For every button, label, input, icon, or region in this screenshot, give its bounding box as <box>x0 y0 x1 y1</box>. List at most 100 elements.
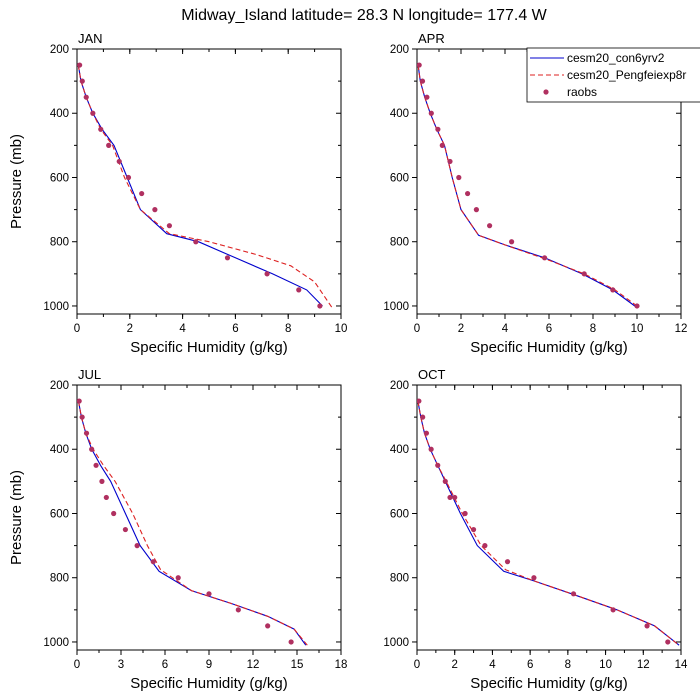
raobs-point <box>482 543 488 549</box>
y-tick-label: 400 <box>390 108 409 120</box>
panel-label: APR <box>418 31 445 46</box>
x-tick-label: 6 <box>232 323 238 335</box>
raobs-point <box>106 142 112 148</box>
y-tick-label: 1000 <box>43 637 69 649</box>
y-tick-label: 200 <box>390 44 409 56</box>
x-tick-label: 8 <box>285 323 291 335</box>
raobs-point <box>152 207 158 213</box>
raobs-point <box>296 287 302 293</box>
x-tick-label: 0 <box>74 323 80 335</box>
x-tick-label: 6 <box>162 659 168 671</box>
raobs-point <box>428 110 434 116</box>
y-tick-label: 400 <box>50 108 69 120</box>
raobs-point <box>265 623 271 629</box>
x-tick-label: 0 <box>414 659 420 671</box>
y-tick-label: 1000 <box>383 637 409 649</box>
y-tick-label: 800 <box>390 573 409 585</box>
plot-area <box>417 398 680 646</box>
raobs-point <box>509 239 515 245</box>
raobs-point <box>235 607 241 613</box>
y-tick-label: 600 <box>390 172 409 184</box>
raobs-point <box>424 94 430 100</box>
raobs-point <box>570 591 577 597</box>
series-line-cesm20-pengfeiexp8r <box>417 401 680 646</box>
plot-area <box>77 398 308 646</box>
raobs-point <box>288 639 294 645</box>
x-tick-label: 9 <box>206 659 212 671</box>
legend-label: cesm20_Pengfeiexp8r <box>567 68 686 82</box>
x-tick-label: 18 <box>335 659 348 671</box>
raobs-point <box>504 559 511 565</box>
chart-title: Midway_Island latitude= 28.3 N longitude… <box>181 7 547 24</box>
plot-frame <box>76 384 342 651</box>
x-tick-label: 12 <box>247 659 260 671</box>
raobs-point <box>224 255 231 261</box>
raobs-point <box>99 478 105 484</box>
series-line-cesm20-pengfeiexp8r <box>77 65 334 310</box>
x-tick-label: 10 <box>335 323 348 335</box>
raobs-point <box>417 398 422 404</box>
raobs-point <box>428 446 434 452</box>
raobs-point <box>134 543 140 549</box>
y-tick-label: 1000 <box>43 301 69 313</box>
raobs-point <box>264 271 270 277</box>
raobs-point <box>634 303 640 309</box>
raobs-point <box>610 607 616 613</box>
y-tick-label: 200 <box>390 380 409 392</box>
x-tick-label: 3 <box>118 659 124 671</box>
raobs-point <box>79 78 85 84</box>
raobs-point <box>125 174 132 181</box>
raobs-point <box>665 639 671 645</box>
y-tick-label: 600 <box>390 508 409 520</box>
y-tick-label: 200 <box>50 44 69 56</box>
raobs-point <box>462 510 468 517</box>
raobs-point <box>166 223 172 229</box>
panel-label: OCT <box>418 367 446 382</box>
x-axis-label: Specific Humidity (g/kg) <box>130 675 288 692</box>
raobs-point <box>116 158 122 165</box>
raobs-point <box>420 414 426 420</box>
x-tick-label: 8 <box>590 323 596 335</box>
raobs-point <box>206 591 212 597</box>
raobs-point <box>452 494 458 501</box>
y-axis-label: Pressure (mb) <box>8 134 25 229</box>
legend-marker <box>543 89 549 95</box>
x-tick-label: 6 <box>546 323 552 335</box>
x-tick-label: 4 <box>179 323 186 335</box>
panel-label: JAN <box>78 31 103 46</box>
raobs-point <box>542 255 548 261</box>
raobs-point <box>83 430 90 436</box>
raobs-point <box>531 575 537 581</box>
raobs-point <box>423 430 430 436</box>
x-tick-label: 0 <box>74 659 80 671</box>
panel-jul: 0 3 6 9 12 15 18 200 400 600 800 1000 JUL Specific Hu… <box>8 367 347 692</box>
raobs-point <box>487 223 493 229</box>
y-tick-label: 1000 <box>383 301 409 313</box>
y-tick-label: 800 <box>50 237 69 249</box>
plot-frame <box>76 48 342 315</box>
x-axis-label: Specific Humidity (g/kg) <box>130 339 288 356</box>
x-tick-label: 4 <box>502 323 509 335</box>
y-tick-label: 400 <box>50 444 69 456</box>
series-line-cesm20-con6yrv2 <box>77 401 307 646</box>
series-line-cesm20-pengfeiexp8r <box>77 401 308 646</box>
x-tick-label: 2 <box>127 323 133 335</box>
legend-label: cesm20_con6yrv2 <box>567 51 665 65</box>
raobs-point <box>317 303 323 309</box>
panel-jan: 0 2 4 6 8 10 200 400 600 800 1000 JAN Specific Humid… <box>8 31 347 356</box>
y-tick-label: 600 <box>50 172 69 184</box>
panel-apr: 0 2 4 6 8 10 12 200 400 600 800 1000 APR Specific Hum… <box>383 31 687 356</box>
x-tick-label: 4 <box>489 659 496 671</box>
raobs-point <box>470 526 477 533</box>
raobs-point <box>447 494 453 501</box>
raobs-point <box>139 190 145 197</box>
plot-frame <box>416 384 682 651</box>
raobs-point <box>122 526 128 533</box>
raobs-point <box>435 462 441 468</box>
raobs-point <box>193 239 199 245</box>
raobs-point <box>456 174 462 181</box>
raobs-point <box>89 446 95 452</box>
series-line-cesm20-con6yrv2 <box>77 65 323 307</box>
plot-area <box>417 62 640 309</box>
